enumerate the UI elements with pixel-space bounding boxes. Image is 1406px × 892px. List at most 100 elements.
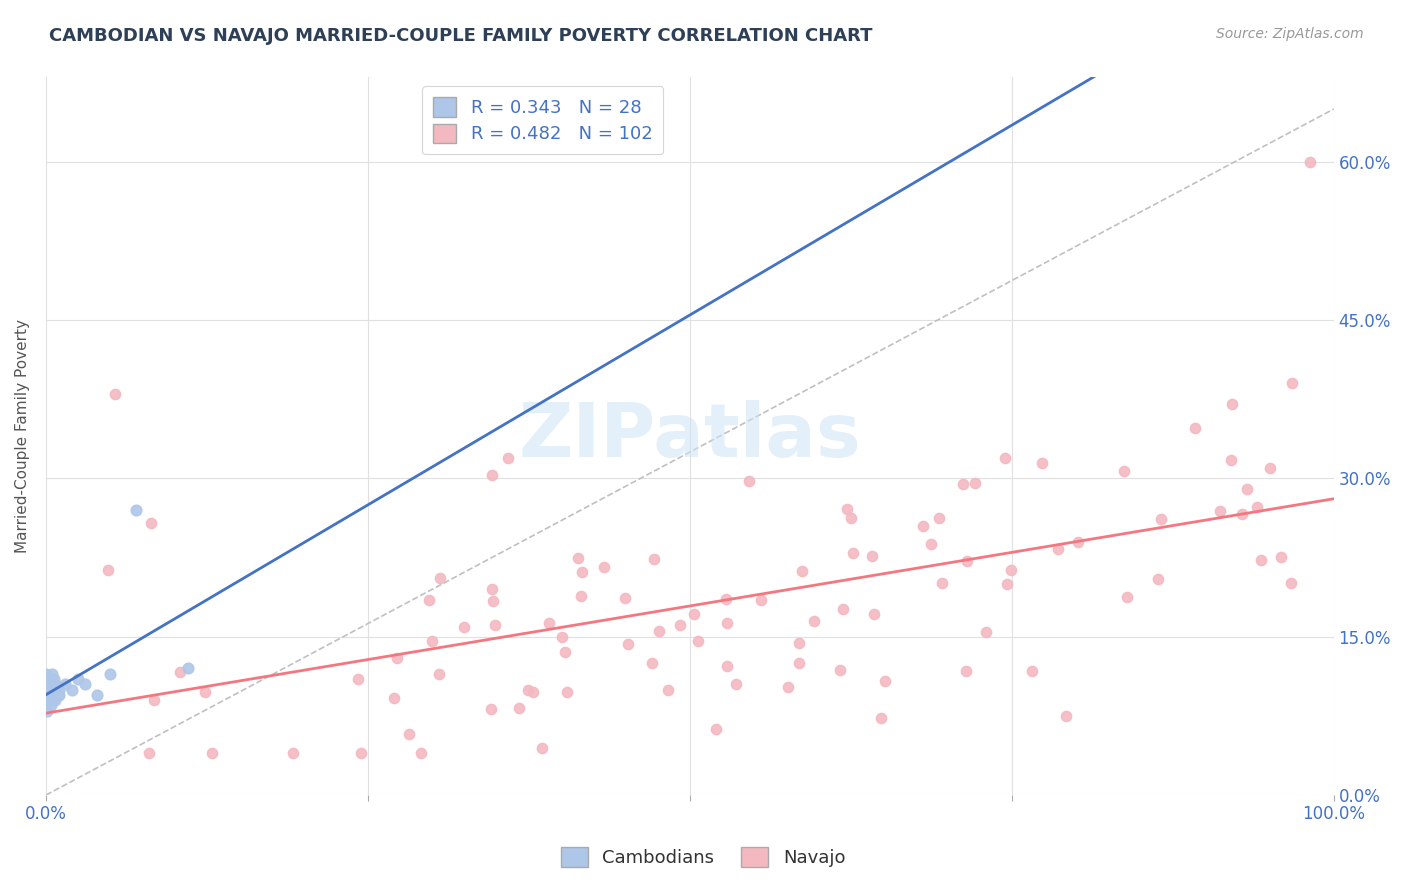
Point (928, 510, 950, 524)
Point (60, 682, 83, 697)
Point (1220, 453, 1243, 467)
Point (44, 693, 66, 707)
Point (1031, 456, 1053, 470)
Point (778, 681, 800, 695)
Point (201, 746, 224, 760)
Point (44, 677, 66, 691)
Point (870, 711, 893, 725)
Point (911, 519, 934, 533)
Point (643, 551, 665, 566)
Point (35, 688, 58, 702)
Point (67, 672, 90, 686)
Point (97, 563, 120, 577)
Point (1246, 500, 1268, 514)
Point (429, 570, 451, 584)
Legend: Cambodians, Navajo: Cambodians, Navajo (554, 839, 852, 874)
Text: CAMBODIAN VS NAVAJO MARRIED-COUPLE FAMILY POVERTY CORRELATION CHART: CAMBODIAN VS NAVAJO MARRIED-COUPLE FAMIL… (49, 27, 873, 45)
Point (963, 475, 986, 490)
Point (38, 682, 60, 697)
Point (749, 593, 772, 607)
Point (704, 722, 727, 736)
Point (803, 614, 825, 628)
Point (863, 607, 886, 621)
Point (1046, 541, 1069, 556)
Point (42, 688, 65, 702)
Point (382, 691, 405, 706)
Point (640, 656, 662, 670)
Point (86, 688, 108, 702)
Point (974, 624, 997, 639)
Point (48, 682, 70, 697)
Y-axis label: Married-Couple Family Poverty: Married-Couple Family Poverty (15, 319, 30, 553)
Point (569, 590, 592, 604)
Point (1150, 511, 1173, 525)
Point (39, 698, 62, 713)
Point (839, 511, 862, 525)
Point (453, 619, 475, 633)
Legend: R = 0.343   N = 28, R = 0.482   N = 102: R = 0.343 N = 28, R = 0.482 N = 102 (422, 87, 664, 154)
Point (955, 664, 977, 678)
Point (427, 667, 450, 681)
Point (1115, 591, 1137, 605)
Point (39, 688, 62, 702)
Point (141, 516, 163, 530)
Point (1208, 504, 1230, 518)
Point (738, 475, 761, 489)
Point (1054, 709, 1077, 723)
Point (828, 663, 851, 677)
Point (481, 467, 503, 482)
Point (537, 615, 560, 630)
Point (98, 666, 121, 681)
Point (125, 503, 148, 517)
Point (1279, 576, 1302, 591)
Point (1270, 549, 1292, 564)
Point (522, 685, 544, 699)
Point (571, 565, 593, 579)
Point (41, 666, 63, 681)
Point (398, 727, 420, 741)
Point (385, 651, 408, 665)
Point (37, 704, 59, 718)
Point (1230, 508, 1253, 522)
Point (931, 575, 953, 590)
Point (994, 451, 1017, 466)
Point (997, 576, 1019, 591)
Text: Source: ZipAtlas.com: Source: ZipAtlas.com (1216, 27, 1364, 41)
Point (792, 564, 814, 578)
Point (73, 677, 96, 691)
Point (920, 537, 942, 551)
Point (349, 746, 371, 760)
Point (873, 674, 896, 689)
Point (614, 591, 637, 606)
Point (530, 741, 553, 756)
Point (682, 607, 704, 622)
Point (484, 617, 506, 632)
Point (1260, 461, 1282, 475)
Point (1147, 572, 1170, 586)
Point (1299, 154, 1322, 169)
Point (53, 677, 76, 691)
Point (842, 546, 865, 560)
Point (283, 746, 305, 760)
Point (714, 591, 737, 606)
Point (41, 693, 63, 707)
Point (716, 659, 738, 673)
Point (418, 592, 440, 607)
Point (42, 672, 65, 686)
Point (557, 684, 579, 698)
Point (657, 682, 679, 697)
Point (1000, 563, 1022, 577)
Point (46, 688, 69, 702)
Point (481, 594, 503, 608)
Point (138, 746, 160, 760)
Point (41, 682, 63, 697)
Point (1021, 664, 1043, 678)
Point (508, 701, 530, 715)
Point (1184, 421, 1206, 435)
Point (176, 661, 198, 675)
Point (38, 693, 60, 707)
Point (45, 682, 67, 697)
Point (567, 551, 589, 566)
Point (1067, 535, 1090, 549)
Point (48, 688, 70, 702)
